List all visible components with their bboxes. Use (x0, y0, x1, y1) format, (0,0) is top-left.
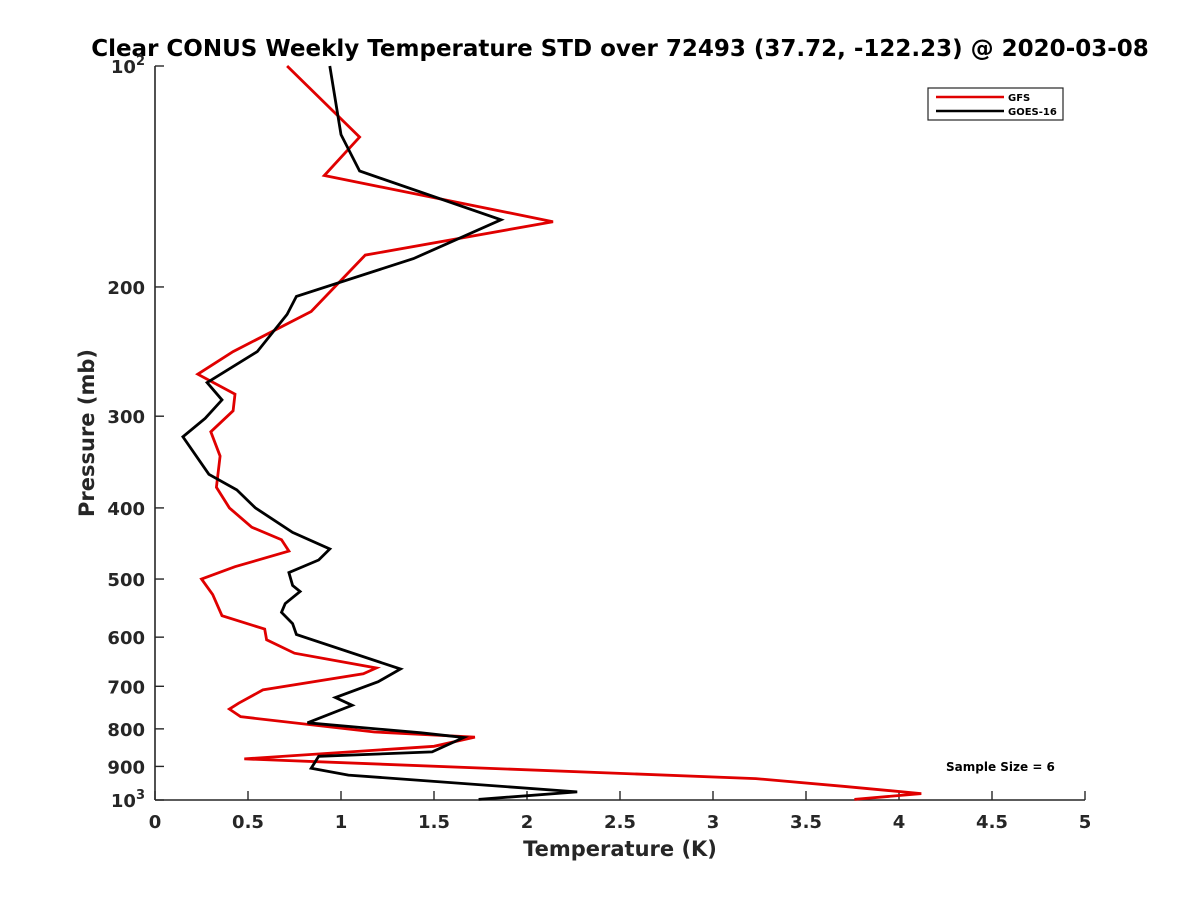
x-tick-label: 1.5 (418, 812, 450, 833)
legend-label-goes-16: GOES-16 (1008, 107, 1057, 118)
y-tick-label: 200 (107, 278, 145, 299)
series-lines (181, 65, 922, 801)
legend-box (927, 87, 1064, 121)
legend-label-gfs: GFS (1008, 93, 1030, 104)
chart-title: Clear CONUS Weekly Temperature STD over … (91, 36, 1149, 62)
y-tick-label: 500 (107, 570, 145, 591)
x-tick-label: 2.5 (604, 812, 636, 833)
x-tick-label: 3.5 (790, 812, 822, 833)
x-tick-label: 4 (893, 812, 906, 833)
x-tick-label: 0 (149, 812, 162, 833)
x-axis-ticks: 0 0.5 1 1.5 2 2.5 3 3.5 4 4.5 5 (149, 791, 1092, 833)
y-tick-label: 400 (107, 499, 145, 520)
sample-size-annotation: Sample Size = 6 (946, 760, 1055, 774)
x-tick-label: 0.5 (232, 812, 264, 833)
x-tick-label: 3 (707, 812, 720, 833)
plot-area (155, 66, 1085, 800)
y-tick-label: 300 (107, 407, 145, 428)
y-tick-label: 103 (111, 788, 145, 812)
y-tick-label: 600 (107, 628, 145, 649)
x-tick-label: 2 (521, 812, 534, 833)
y-tick-label: 800 (107, 720, 145, 741)
y-tick-label: 700 (107, 677, 145, 698)
x-tick-label: 1 (335, 812, 348, 833)
x-axis-label: Temperature (K) (523, 837, 717, 861)
x-tick-label: 5 (1079, 812, 1092, 833)
series-line-goes-16 (181, 65, 578, 801)
x-tick-label: 4.5 (976, 812, 1008, 833)
y-tick-label: 102 (111, 54, 145, 78)
y-tick-label: 900 (107, 757, 145, 778)
y-axis-label: Pressure (mb) (75, 349, 99, 517)
legend: GFS GOES-16 (927, 87, 1064, 121)
y-axis-ticks: 102 200 300 400 500 600 700 800 900 103 (107, 54, 164, 812)
